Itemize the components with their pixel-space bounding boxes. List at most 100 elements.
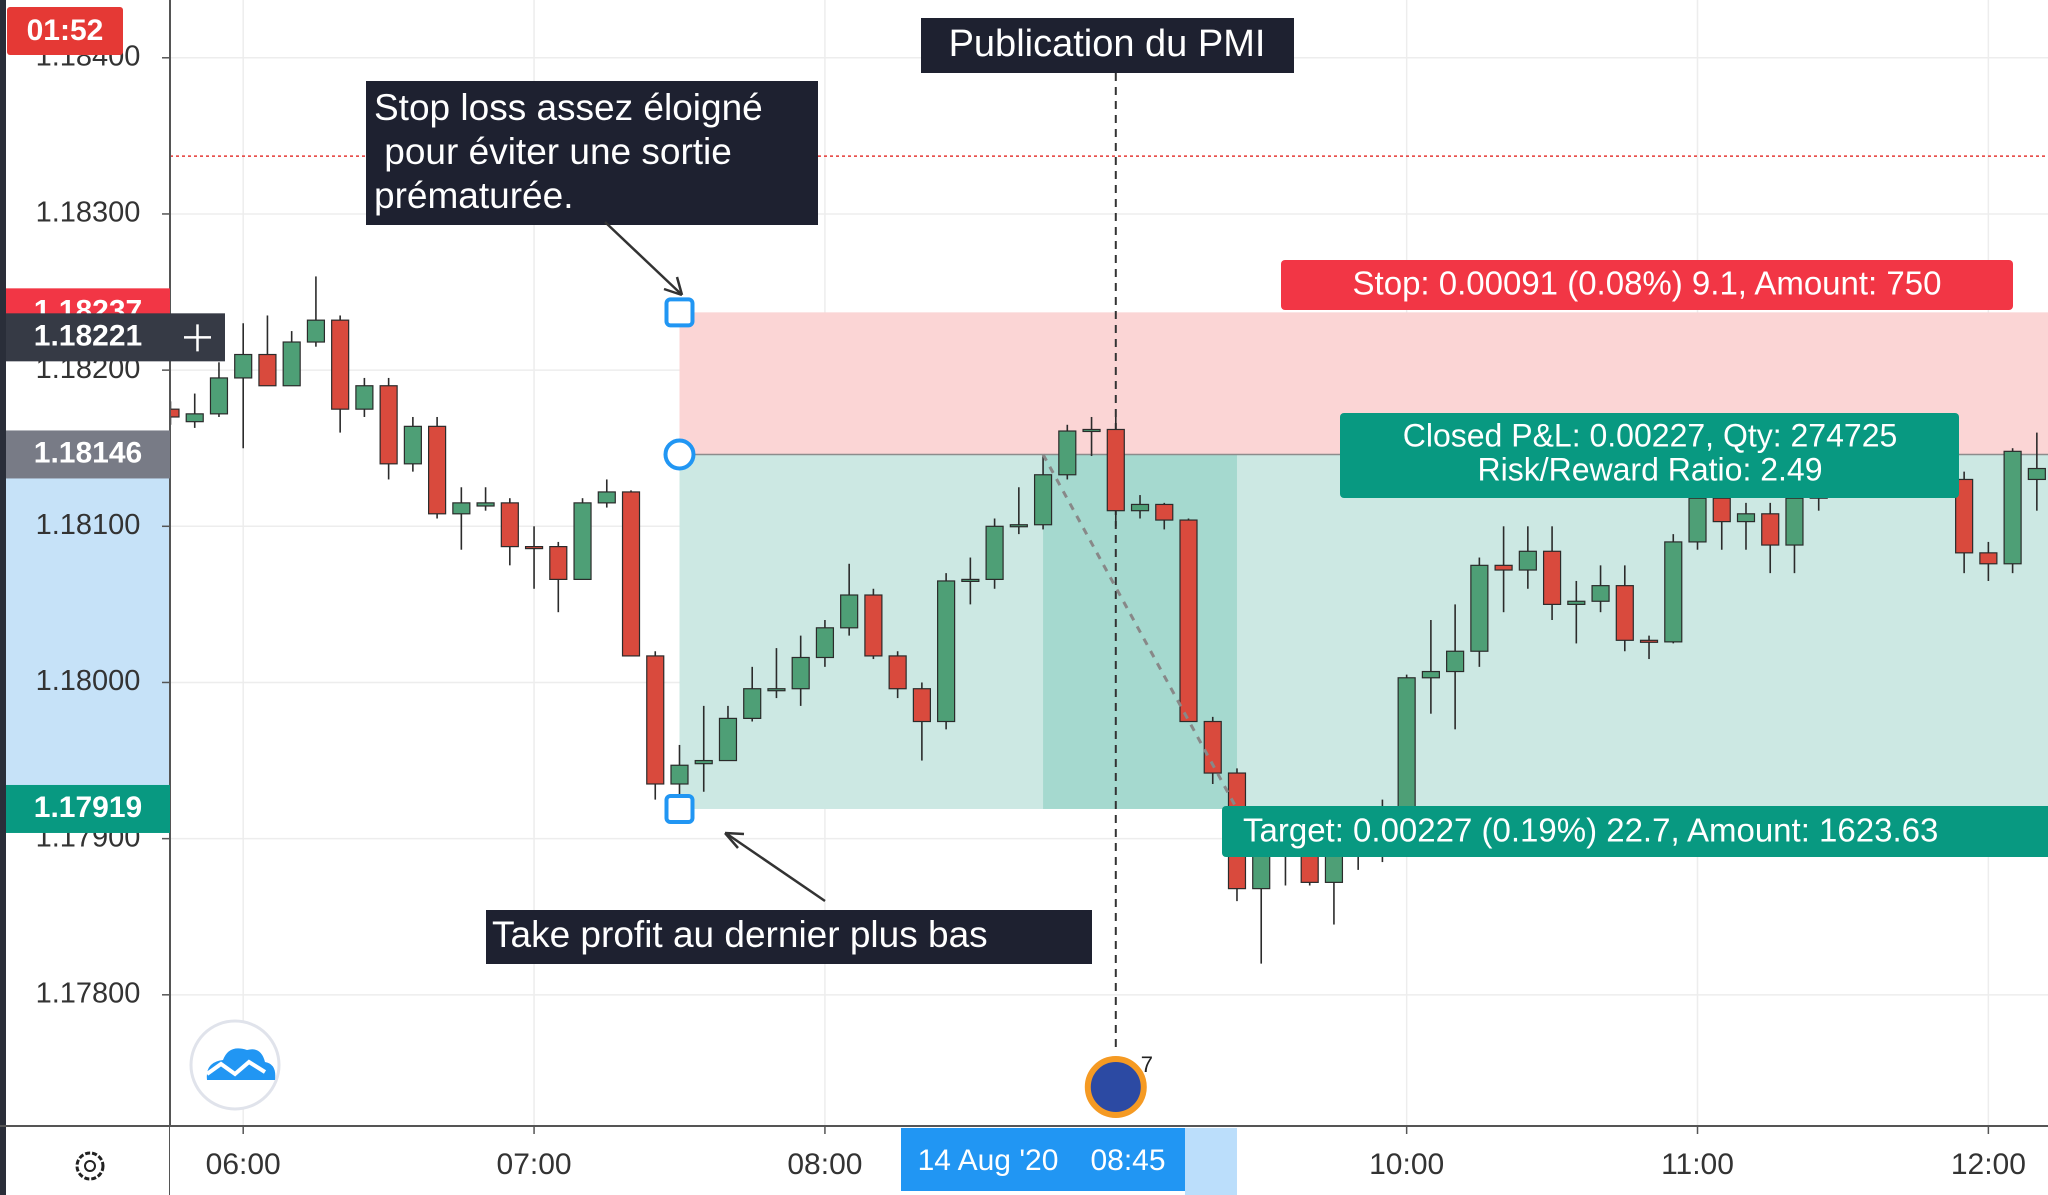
candle-body [331, 319, 350, 410]
candle-body [476, 502, 495, 507]
candle-body [1300, 853, 1319, 883]
crosshair-time-box [901, 1128, 1185, 1191]
stop-label-box [1281, 260, 2013, 310]
result-label: Closed P&L: 0.00227, Qty: 274725 [1403, 417, 1898, 453]
target-label: Target: 0.00227 (0.19%) 22.7, Amount: 16… [1243, 812, 1938, 849]
target-price-label-box [6, 784, 170, 833]
candle-body [1688, 497, 1707, 543]
candle-body [985, 525, 1004, 580]
note-text: Take profit au dernier plus bas [492, 914, 988, 955]
candle-body [355, 385, 374, 410]
candle-body [1009, 524, 1028, 528]
entry-price-label: 1.18146 [34, 436, 142, 469]
candle-body [1470, 564, 1489, 652]
target-zone [679, 454, 2048, 809]
candle-body [840, 594, 859, 629]
candle-body [864, 594, 883, 657]
note-text: Stop loss assez éloigné [374, 87, 763, 128]
crosshair-time: 08:45 [1090, 1144, 1165, 1177]
logo-cloud [206, 1048, 276, 1080]
event-label: Publication du PMI [949, 23, 1266, 65]
candle-body [621, 491, 641, 657]
note-arrow [726, 832, 826, 903]
y-tick-label: 1.18100 [36, 509, 141, 541]
note-text: prématurée. [374, 175, 574, 216]
candle-body [937, 580, 956, 723]
candle-body [1518, 550, 1537, 571]
candle-body [1664, 541, 1683, 643]
candle-body [1421, 670, 1440, 679]
candle-body [1736, 513, 1756, 523]
candle-body [500, 502, 519, 548]
candle-body [743, 688, 762, 719]
candle-body [2027, 467, 2046, 481]
candle-body [1615, 585, 1634, 641]
candle-body [1130, 503, 1150, 512]
x-tick-label: 06:00 [206, 1148, 281, 1181]
candle-body [597, 491, 616, 504]
crosshair-time-band [1185, 1128, 1237, 1195]
candle-body [306, 319, 326, 343]
candle-body [815, 627, 835, 659]
candle-body [1203, 720, 1222, 774]
y-tick-label: 1.18300 [36, 197, 141, 229]
candle-body [1179, 519, 1198, 723]
trade-line [1041, 453, 1239, 810]
x-tick-label: 11:00 [1661, 1148, 1734, 1181]
crosshair-plus [184, 324, 211, 352]
candle-body [379, 385, 398, 465]
countdown-label: 01:52 [27, 14, 104, 47]
x-tick-label: 08:00 [787, 1148, 862, 1181]
target-handle[interactable] [664, 793, 695, 824]
candle-body [209, 377, 229, 415]
note-box [366, 81, 818, 225]
settings-icon[interactable] [75, 1151, 105, 1181]
candle-body [1082, 428, 1101, 433]
candle-body [791, 656, 810, 690]
candle-body [670, 764, 689, 785]
note-arrowhead [663, 276, 684, 297]
result-label-box [1340, 413, 1959, 498]
candle-body [888, 655, 907, 690]
note-arrowhead [724, 831, 745, 849]
candle-body [1058, 430, 1077, 476]
candle-body [1542, 550, 1562, 605]
candle-body [1979, 552, 1998, 565]
entry-handle[interactable] [663, 438, 696, 471]
candle-body [961, 578, 980, 582]
y-tick-label: 1.17800 [36, 977, 141, 1009]
candle-body [767, 688, 786, 692]
candle-body [1494, 564, 1513, 571]
candle-body [524, 546, 544, 550]
event-icon[interactable] [1084, 1056, 1147, 1118]
candle-body [718, 717, 738, 762]
crosshair-price-label: 1.18221 [34, 319, 142, 352]
x-tick-label: 10:00 [1369, 1148, 1444, 1181]
candle-body [234, 353, 253, 379]
crosshair-price-label-box [6, 313, 170, 362]
candle-body [1155, 503, 1174, 521]
result-label: Risk/Reward Ratio: 2.49 [1477, 451, 1822, 487]
note-arrow [604, 221, 681, 294]
candle-body [646, 655, 665, 785]
target-label-box [1222, 806, 2048, 857]
candle-body [1955, 478, 1974, 554]
left-border [0, 0, 6, 1195]
target-price-label: 1.17919 [34, 791, 142, 824]
candle-body [1785, 497, 1804, 546]
candle-body [1761, 513, 1780, 546]
stop-label: Stop: 0.00091 (0.08%) 9.1, Amount: 750 [1353, 265, 1942, 302]
candle-body [1324, 853, 1344, 883]
candle-body [452, 502, 471, 515]
candle-body [403, 425, 422, 465]
candle-body [1106, 428, 1125, 512]
candle-body [185, 413, 204, 423]
note-text: pour éviter une sortie [374, 131, 732, 172]
entry-price-label-box [6, 430, 170, 479]
crosshair-date: 14 Aug '20 [918, 1144, 1059, 1177]
stop-handle[interactable] [664, 297, 695, 328]
candle-body [2003, 450, 2022, 565]
x-tick-label: 07:00 [497, 1148, 572, 1181]
